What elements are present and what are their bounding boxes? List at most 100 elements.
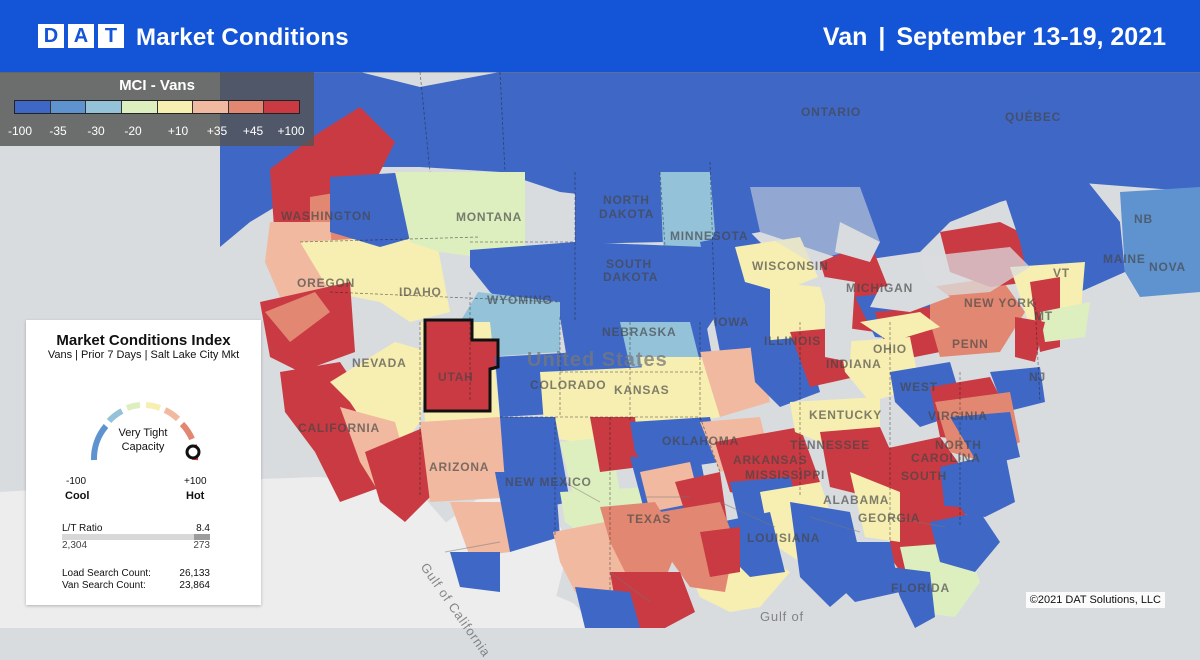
page-title: Market Conditions [136,24,349,51]
gauge-max-label: Hot [186,490,205,502]
legend-swatch-8 [264,101,299,113]
truck-share-fill [194,534,210,540]
map-label-nj: NJ [1029,370,1046,384]
panel-title: Market Conditions Index [56,332,231,349]
legend-tick-plus-100: +100 [277,124,305,138]
map-label-united-states: United States [527,349,668,371]
legend-tick-minus-100: -100 [7,124,33,138]
dat-logo: D A T [38,24,124,48]
legend-swatch-1 [15,101,51,113]
mci-gauge [90,402,201,461]
legend-tick-minus-30: -30 [87,124,105,138]
legend-swatch-3 [86,101,122,113]
map-label-vt: VT [1053,266,1070,280]
legend-tick-minus-35: -35 [49,124,67,138]
map-label-minnesota: MINNESOTA [670,229,749,243]
gauge-max-value: +100 [184,476,207,487]
legend-swatch-4 [121,101,158,113]
truck-count-value: 273 [193,540,210,551]
title-separator: | [878,23,886,51]
map-label-new-york: NEW YORK [964,296,1037,310]
map-label-kansas: KANSAS [614,383,670,397]
map-label-maine: MAINE [1103,252,1146,266]
lt-ratio-label: L/T Ratio [62,523,103,534]
dat-logo-letter-d: D [38,24,64,48]
legend-color-scale [14,100,300,114]
header-bar: D A T Market Conditions Van | September 13… [0,0,1200,72]
lt-ratio-bar [62,534,210,540]
map-label-indiana: INDIANA [826,357,882,371]
legend-swatch-7 [228,101,265,113]
map-label-idaho: IDAHO [399,285,442,299]
equipment-type: Van [822,23,868,51]
map-label-texas: TEXAS [627,512,672,526]
map-label-north-2: NORTH [935,438,982,452]
map-label-utah: UTAH [438,370,474,384]
map-label-south-2: SOUTH [901,469,947,483]
load-search-count-label: Load Search Count: [62,568,151,579]
legend-title: MCI - Vans [119,77,195,94]
capacity-status-line-1: Very Tight [118,427,168,439]
map-label-nb: NB [1134,212,1153,226]
capacity-status: Very Tight Capacity [103,426,183,454]
map-label-florida: FLORIDA [891,581,950,595]
map-label-washington: WASHINGTON [281,209,372,223]
load-count-value: 2,304 [62,540,88,551]
map-label-louisiana: LOUISIANA [747,531,821,545]
map-label-gulf: Gulf of [760,609,804,624]
gauge-min-label: Cool [65,490,90,502]
date-range: September 13-19, 2021 [896,23,1166,51]
map-label-new-mexico: NEW MEXICO [505,475,592,489]
map-label-virginia: VIRGINIA [928,409,988,423]
mci-legend: MCI - Vans -100 -35 -30 -20 +10 +35 +45 … [0,72,314,146]
map-label-michigan: MICHIGAN [846,281,914,295]
map-label-oklahoma: OKLAHOMA [662,434,740,448]
map-label-nebraska: NEBRASKA [602,325,677,339]
map-label-west: WEST [900,380,938,394]
legend-tick-minus-20: -20 [124,124,142,138]
van-search-count-label: Van Search Count: [62,580,146,591]
map-label-tennessee: TENNESSEE [790,438,870,452]
dat-logo-letter-a: A [68,24,94,48]
market-conditions-index-panel: Market Conditions Index Vans | Prior 7 D… [26,320,261,605]
map-label-north: NORTH [603,193,650,207]
legend-swatch-2 [50,101,87,113]
map-label-mt: MT [1034,309,1053,323]
gauge-min-value: -100 [66,476,87,487]
panel-subtitle: Vans | Prior 7 Days | Salt Lake City Mkt [47,349,240,361]
map-label-wisconsin: WISCONSIN [752,259,829,273]
map-label-dakota: DAKOTA [599,207,655,221]
map-label-quebec: QUÉBEC [1005,110,1062,124]
legend-swatch-5 [157,101,194,113]
map-label-nova: NOVA [1149,260,1186,274]
map-label-arizona: ARIZONA [429,460,490,474]
legend-tick-plus-35: +35 [206,124,228,138]
map-label-iowa: IOWA [714,315,750,329]
map-label-california: CALIFORNIA [298,421,380,435]
legend-swatch-6 [193,101,229,113]
map-label-south: SOUTH [606,257,652,271]
map-label-georgia: GEORGIA [858,511,921,525]
map-label-montana: MONTANA [456,210,523,224]
map-label-ontario: ONTARIO [801,105,862,119]
map-label-nevada: NEVADA [352,356,407,370]
dat-logo-letter-t: T [98,24,124,48]
van-search-count-value: 23,864 [179,580,210,591]
map-label-wyoming: WYOMING [487,293,553,307]
map-label-kentucky: KENTUCKY [809,408,883,422]
copyright-text: ©2021 DAT Solutions, LLC [1025,592,1165,608]
map-label-illinois: ILLINOIS [764,334,822,348]
map-label-penn: PENN [952,337,989,351]
legend-tick-plus-45: +45 [242,124,264,138]
legend-tick-plus-10: +10 [167,124,189,138]
load-search-count-value: 26,133 [179,568,210,579]
lt-ratio-value: 8.4 [196,523,210,534]
map-label-ohio: OHIO [873,342,907,356]
map-label-colorado: COLORADO [530,378,607,392]
capacity-status-line-2: Capacity [121,441,165,453]
map-label-dakota-2: DAKOTA [603,270,659,284]
map-label-arkansas: ARKANSAS [733,453,808,467]
equipment-date-title: Van | September 13-19, 2021 [823,23,1166,52]
map-label-carolina: CAROLINA [911,451,981,465]
gauge-indicator [185,444,201,460]
